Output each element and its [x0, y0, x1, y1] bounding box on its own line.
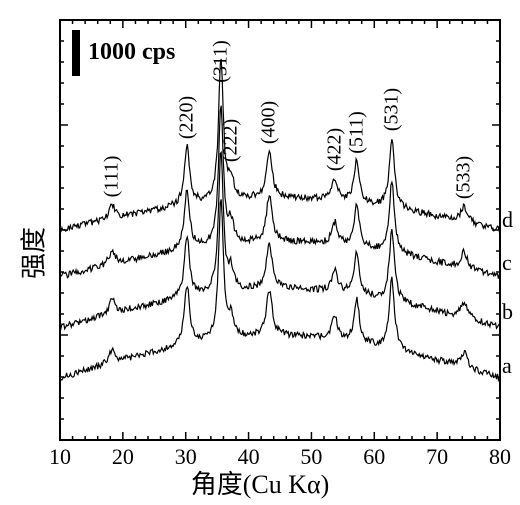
series-a	[60, 199, 499, 380]
peak-label: (111)	[101, 156, 124, 198]
series-label-b: b	[502, 299, 513, 325]
x-tick-label: 10	[49, 444, 71, 470]
series-b	[60, 152, 499, 329]
peak-label: (511)	[345, 111, 368, 154]
xrd-chart: 强度 角度(Cu Kα) 1000 cps 1020304050607080ab…	[0, 0, 520, 505]
x-tick-label: 80	[489, 444, 511, 470]
peak-label: (533)	[453, 156, 476, 199]
peak-label: (531)	[380, 87, 403, 130]
y-axis-title: 强度	[14, 226, 51, 278]
x-tick-label: 30	[175, 444, 197, 470]
series-label-c: c	[502, 250, 512, 276]
series-label-a: a	[502, 353, 512, 379]
x-tick-label: 50	[300, 444, 322, 470]
peak-label: (400)	[258, 101, 281, 144]
peak-label: (222)	[219, 119, 242, 162]
x-tick-label: 70	[426, 444, 448, 470]
plot-svg	[0, 0, 520, 505]
series-label-d: d	[502, 207, 513, 233]
series-d	[60, 59, 499, 232]
scale-bar-label: 1000 cps	[88, 39, 175, 66]
x-tick-label: 40	[238, 444, 260, 470]
peak-label: (220)	[175, 96, 198, 139]
peak-label: (422)	[323, 128, 346, 171]
peak-label: (311)	[209, 40, 232, 83]
x-tick-label: 20	[112, 444, 134, 470]
x-tick-label: 60	[363, 444, 385, 470]
